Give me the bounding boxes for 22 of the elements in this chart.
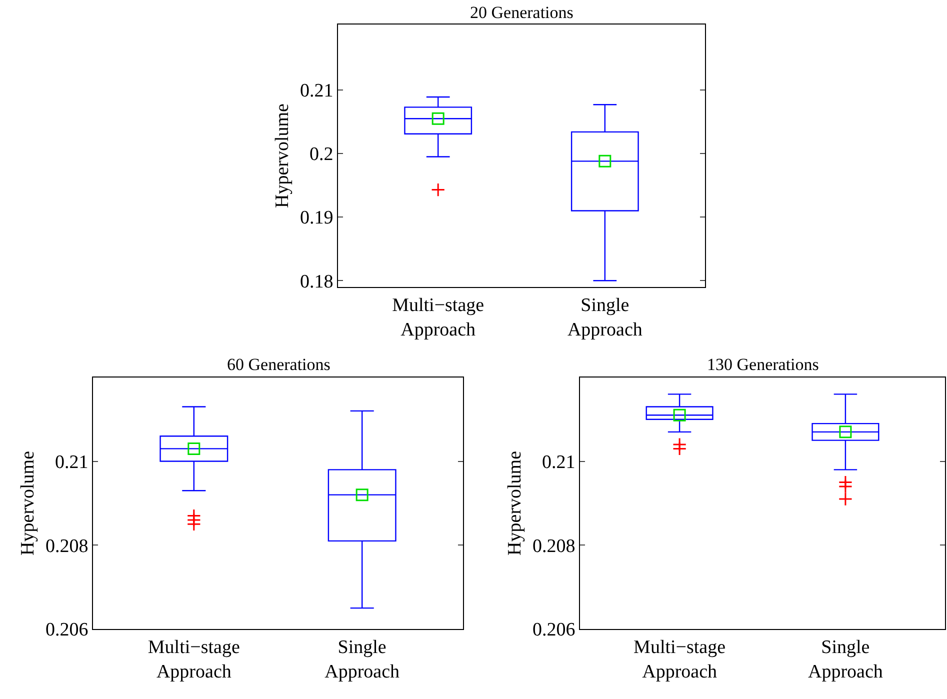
chart-title: 130 Generations	[707, 355, 819, 374]
chart-title: 20 Generations	[470, 3, 574, 22]
y-tick-label: 0.21	[542, 452, 576, 473]
y-tick-label: 0.21	[300, 80, 334, 102]
y-tick-label: 0.208	[45, 536, 88, 557]
x-tick-label: Multi−stage Approach	[634, 636, 726, 683]
x-tick-label: Single Approach	[808, 636, 884, 683]
y-tick-label: 0.208	[532, 536, 576, 557]
x-tick-label: Multi−stage Approach	[148, 636, 240, 683]
y-axis-title: Hypervolume	[272, 104, 293, 208]
y-tick-label: 0.18	[300, 271, 334, 292]
y-tick-label: 0.206	[45, 620, 88, 641]
y-tick-label: 0.2	[309, 144, 334, 166]
chart-title: 60 Generations	[227, 355, 330, 374]
y-tick-label: 0.206	[532, 620, 576, 641]
x-tick-label: Single Approach	[324, 636, 400, 683]
y-axis-title: Hypervolume	[17, 450, 38, 556]
y-axis-title: Hypervolume	[504, 450, 526, 556]
x-tick-label: Multi−stage Approach	[392, 294, 484, 340]
y-tick-label: 0.21	[54, 452, 88, 473]
y-tick-label: 0.19	[300, 208, 334, 229]
x-tick-label: Single Approach	[567, 294, 643, 340]
